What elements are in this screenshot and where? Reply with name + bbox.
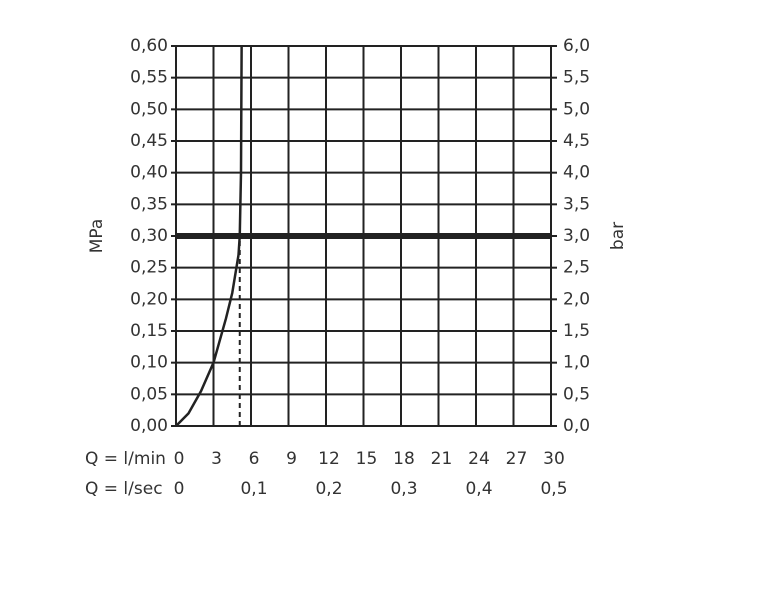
x-tick-label: 3 xyxy=(211,449,222,469)
x2-tick-label: 0,1 xyxy=(240,479,267,499)
x-tick-label: 12 xyxy=(318,449,340,469)
x-tick-label: 15 xyxy=(356,449,378,469)
y-tick-label: 0,25 xyxy=(130,258,168,278)
y2-tick-label: 5,0 xyxy=(563,99,590,119)
y2-tick-label: 4,0 xyxy=(563,163,590,183)
y-tick-label: 0,55 xyxy=(130,68,168,88)
y-tick-label: 0,15 xyxy=(130,321,168,341)
y2-axis-label: bar xyxy=(608,222,628,250)
y-tick-label: 0,35 xyxy=(130,194,168,214)
y-tick-label: 0,10 xyxy=(130,353,168,373)
x2-tick-label: 0,3 xyxy=(390,479,417,499)
y2-tick-label: 6,0 xyxy=(563,36,590,56)
x2-tick-label: 0,4 xyxy=(465,479,492,499)
flow-curve xyxy=(175,45,243,427)
x2-tick-label: 0 xyxy=(174,479,185,499)
y-tick-label: 0,45 xyxy=(130,131,168,151)
x-tick-label: 18 xyxy=(393,449,415,469)
y2-tick-label: 1,0 xyxy=(563,353,590,373)
x-axis-label: Q = l/min xyxy=(85,449,166,469)
y-tick-label: 0,50 xyxy=(130,99,168,119)
y2-tick-label: 4,5 xyxy=(563,131,590,151)
y2-tick-label: 0,5 xyxy=(563,384,590,404)
y-tick-label: 0,20 xyxy=(130,289,168,309)
x-tick-label: 30 xyxy=(543,449,565,469)
y2-tick-label: 5,5 xyxy=(563,68,590,88)
x-tick-label: 24 xyxy=(468,449,490,469)
y-tick-label: 0,60 xyxy=(130,36,168,56)
y2-tick-label: 1,5 xyxy=(563,321,590,341)
x-tick-label: 6 xyxy=(249,449,260,469)
y2-tick-label: 3,0 xyxy=(563,226,590,246)
y2-tick-label: 0,0 xyxy=(563,416,590,436)
y-axis-label: MPa xyxy=(87,219,107,254)
x2-axis-label: Q = l/sec xyxy=(85,479,163,499)
x-tick-label: 9 xyxy=(286,449,297,469)
y2-tick-label: 2,5 xyxy=(563,258,590,278)
y2-tick-label: 2,0 xyxy=(563,289,590,309)
x2-tick-label: 0,2 xyxy=(315,479,342,499)
y-tick-label: 0,05 xyxy=(130,384,168,404)
x-tick-label: 0 xyxy=(174,449,185,469)
y-tick-label: 0,00 xyxy=(130,416,168,436)
x2-tick-label: 0,5 xyxy=(540,479,567,499)
x-tick-label: 27 xyxy=(506,449,528,469)
y-tick-label: 0,40 xyxy=(130,163,168,183)
y-tick-label: 0,30 xyxy=(130,226,168,246)
x-tick-label: 21 xyxy=(431,449,453,469)
y2-tick-label: 3,5 xyxy=(563,194,590,214)
